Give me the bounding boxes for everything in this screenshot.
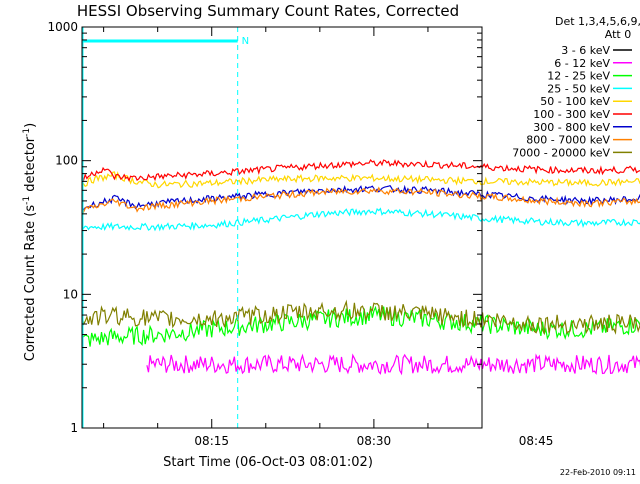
y-tick-label-0: 1	[70, 421, 78, 435]
series-line-6	[81, 184, 640, 211]
legend-label-5: 100 - 300 keV	[533, 108, 610, 121]
series-line-1	[146, 353, 640, 376]
legend-header-detectors: Det 1,3,4,5,6,9,	[555, 15, 640, 28]
y-axis-label: Corrected Count Rate (s-1 detector-1)	[22, 123, 38, 361]
y-axis-label-base: Corrected Count Rate (s	[23, 205, 38, 362]
y-tick-label-3: 1000	[47, 20, 78, 34]
chart-title: HESSI Observing Summary Count Rates, Cor…	[77, 2, 459, 20]
legend-label-8: 7000 - 20000 keV	[512, 146, 610, 159]
x-tick-label-0: 08:15	[194, 434, 229, 448]
series-line-4	[81, 171, 640, 189]
series-line-7	[81, 186, 640, 215]
plot-area: N110100100008:1508:3008:4509:0009:1509:3…	[47, 20, 640, 448]
plot-frame	[81, 26, 483, 429]
y-tick-label-2: 100	[55, 154, 78, 168]
legend-label-4: 50 - 100 keV	[540, 95, 610, 108]
legend-label-2: 12 - 25 keV	[547, 70, 610, 83]
legend-label-3: 25 - 50 keV	[547, 82, 610, 95]
y-axis-label-sup-1: -1	[22, 196, 32, 205]
series-line-8	[81, 299, 640, 336]
y-axis-label-mid: detector	[23, 136, 38, 196]
y-axis-label-sup-2: -1	[22, 128, 32, 137]
legend-label-7: 800 - 7000 keV	[526, 134, 610, 147]
series-line-5	[81, 158, 640, 182]
legend-label-6: 300 - 800 keV	[533, 121, 610, 134]
x-tick-label-2: 08:45	[519, 434, 554, 448]
y-tick-label-1: 10	[63, 287, 78, 301]
y-axis-label-end: )	[23, 123, 38, 128]
legend-label-1: 6 - 12 keV	[554, 57, 610, 70]
series-line-2	[81, 305, 640, 347]
series-line-3	[81, 207, 640, 232]
legend-label-0: 3 - 6 keV	[561, 44, 610, 57]
marker-n-label: N	[242, 36, 249, 47]
x-tick-label-1: 08:30	[357, 434, 392, 448]
timestamp: 22-Feb-2010 09:11	[560, 468, 636, 477]
legend-header-attenuator: Att 0	[605, 28, 631, 41]
x-axis-label: Start Time (06-Oct-03 08:01:02)	[163, 455, 373, 470]
